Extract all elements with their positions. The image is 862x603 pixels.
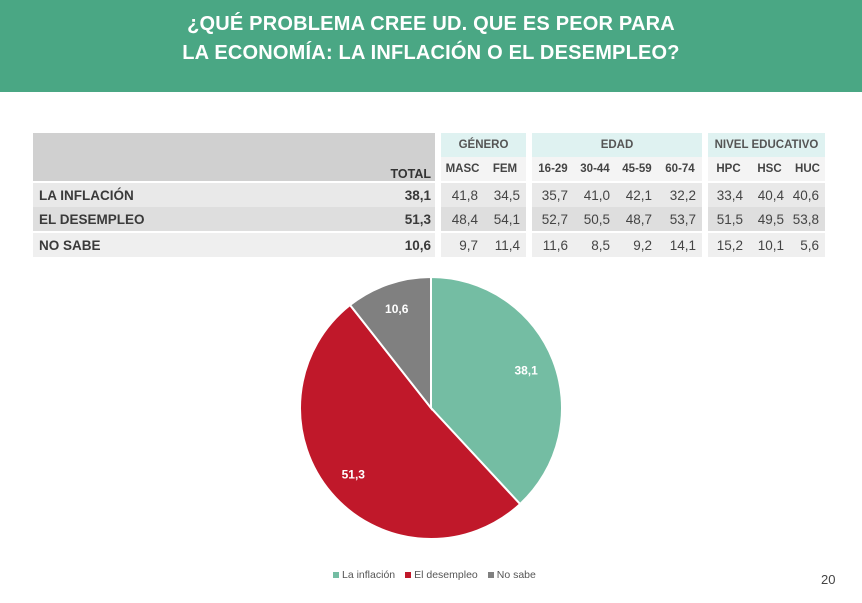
- table-cell: 9,2: [616, 233, 658, 257]
- legend-label: La inflación: [342, 569, 396, 581]
- pie-slice: [430, 275, 563, 506]
- col-header: 30-44: [574, 157, 616, 181]
- table-cell: 11,6: [532, 233, 574, 257]
- legend-label: No sabe: [496, 569, 536, 581]
- legend-swatch: [405, 572, 412, 579]
- row-label: NO SABE: [33, 233, 389, 257]
- legend-item: El desempleo: [405, 569, 478, 581]
- total-header: TOTAL: [389, 133, 435, 181]
- table-cell: 14,1: [658, 233, 702, 257]
- title-banner: ¿QUÉ PROBLEMA CREE UD. QUE ES PEOR PARA …: [0, 0, 862, 92]
- row-label: EL DESEMPLEO: [33, 207, 389, 231]
- table-cell: 15,2: [708, 233, 749, 257]
- table-cell: 42,1: [616, 183, 658, 207]
- table-cell: 48,4: [441, 207, 484, 231]
- pie-chart: 38,1 51,3 10,6: [299, 275, 563, 540]
- table-cell: 52,7: [532, 207, 574, 231]
- page-number: 20: [821, 572, 836, 587]
- table-row: LA INFLACIÓN 38,1 41,8 34,5 35,7 41,0 42…: [33, 183, 825, 207]
- col-header: 16-29: [532, 157, 574, 181]
- table-cell: 33,4: [708, 183, 749, 207]
- pie-slice: [299, 303, 522, 540]
- col-header: 45-59: [616, 157, 658, 181]
- table-cell: 40,6: [790, 183, 825, 207]
- row-total: 10,6: [389, 233, 435, 257]
- legend-swatch: [333, 572, 339, 579]
- table-cell: 54,1: [484, 207, 526, 231]
- row-total: 38,1: [389, 183, 435, 207]
- data-label: 10,6: [385, 302, 409, 316]
- table-cell: 34,5: [484, 183, 526, 207]
- table-cell: 10,1: [749, 233, 790, 257]
- table-row: EL DESEMPLEO 51,3 48,4 54,1 52,7 50,5 48…: [33, 207, 825, 231]
- table-cell: 53,8: [790, 207, 825, 231]
- group-nivel-educativo: NIVEL EDUCATIVO: [708, 133, 825, 157]
- data-label: 38,1: [514, 364, 538, 378]
- table-cell: 8,5: [574, 233, 616, 257]
- table-cell: 9,7: [441, 233, 484, 257]
- table-cell: 48,7: [616, 207, 658, 231]
- title-line-1: ¿QUÉ PROBLEMA CREE UD. QUE ES PEOR PARA: [187, 13, 675, 35]
- table-cell: 40,4: [749, 183, 790, 207]
- results-table: TOTAL GÉNERO EDAD NIVEL EDUCATIVO MASC F…: [33, 133, 825, 257]
- data-label: 51,3: [342, 467, 366, 481]
- col-header: HUC: [790, 157, 825, 181]
- col-header: FEM: [484, 157, 526, 181]
- group-edad: EDAD: [532, 133, 702, 157]
- row-label: LA INFLACIÓN: [33, 183, 389, 207]
- legend-item: La inflación: [333, 569, 395, 581]
- header-blank: [33, 133, 389, 181]
- chart-legend: La inflación El desempleo No sabe: [333, 569, 536, 581]
- col-header: HPC: [708, 157, 749, 181]
- table-cell: 53,7: [658, 207, 702, 231]
- legend-swatch: [487, 572, 494, 579]
- table-cell: 5,6: [790, 233, 825, 257]
- table-cell: 35,7: [532, 183, 574, 207]
- table-cell: 50,5: [574, 207, 616, 231]
- pie-slice: [348, 275, 432, 411]
- legend-item: No sabe: [487, 569, 536, 581]
- col-header: MASC: [441, 157, 484, 181]
- group-genero: GÉNERO: [441, 133, 526, 157]
- table-cell: 32,2: [658, 183, 702, 207]
- legend-label: El desempleo: [414, 569, 478, 581]
- table-cell: 49,5: [749, 207, 790, 231]
- table-cell: 41,0: [574, 183, 616, 207]
- title-line-2: LA ECONOMÍA: LA INFLACIÓN O EL DESEMPLEO…: [182, 42, 680, 64]
- col-header: HSC: [749, 157, 790, 181]
- table-row: NO SABE 10,6 9,7 11,4 11,6 8,5 9,2 14,1 …: [33, 233, 825, 257]
- table-cell: 41,8: [441, 183, 484, 207]
- table-cell: 11,4: [484, 233, 526, 257]
- col-header: 60-74: [658, 157, 702, 181]
- row-total: 51,3: [389, 207, 435, 231]
- table-cell: 51,5: [708, 207, 749, 231]
